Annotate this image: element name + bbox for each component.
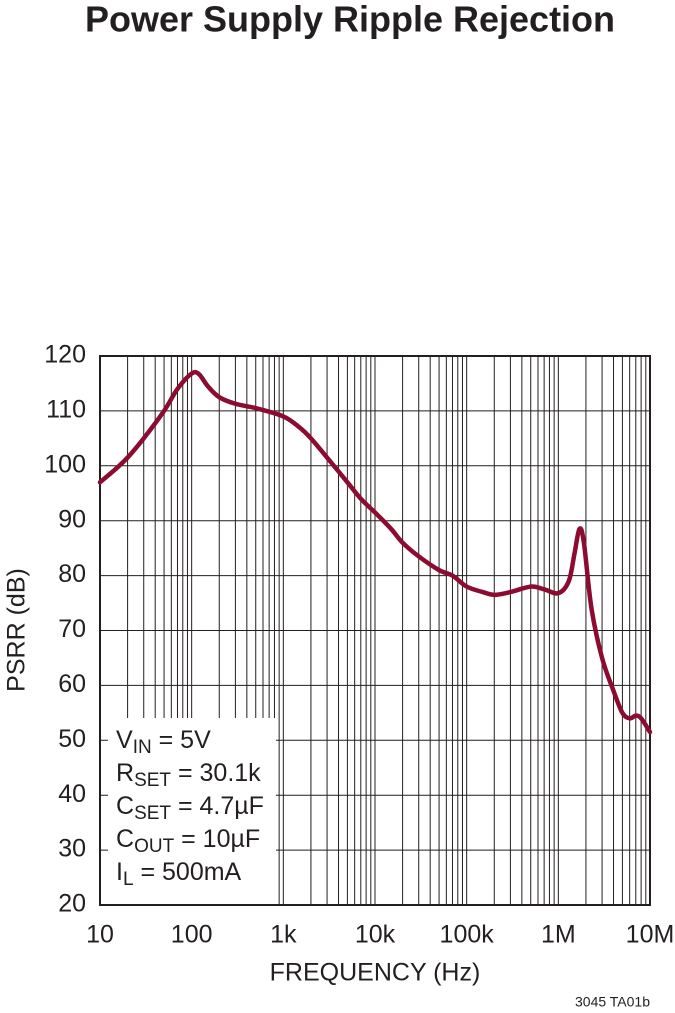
x-tick-label: 100k — [440, 921, 495, 949]
footnote: 3045 TA01b — [575, 994, 650, 1010]
annotation-sub: OUT — [134, 836, 175, 857]
annotation-sub: IN — [133, 737, 152, 758]
y-tick-label: 50 — [58, 725, 86, 753]
chart-title: Power Supply Ripple Rejection — [85, 0, 615, 40]
annotation-rest: = 5V — [152, 726, 211, 754]
y-tick-label: 80 — [58, 560, 86, 588]
annotation-main: R — [116, 759, 134, 787]
annotation-rest: = 30.1k — [171, 759, 261, 787]
x-tick-label: 10 — [86, 921, 114, 949]
annotation-main: C — [116, 792, 134, 820]
plot-frame — [99, 355, 651, 906]
y-tick-label: 30 — [58, 835, 86, 863]
annotation: IL = 500mA — [116, 858, 242, 890]
annotation: CSET = 4.7µF — [116, 792, 264, 824]
x-tick-label: 100 — [171, 921, 213, 949]
x-axis-label: FREQUENCY (Hz) — [270, 959, 481, 987]
y-axis-label: PSRR (dB) — [3, 568, 31, 692]
annotation-main: C — [116, 825, 134, 853]
line — [97, 369, 653, 735]
annotation-sub: SET — [134, 803, 171, 824]
y-tick-label: 110 — [46, 396, 86, 424]
x-tick-label: 10M — [626, 921, 675, 949]
annotation-sub: SET — [134, 770, 171, 791]
y-tick-label: 40 — [58, 780, 86, 808]
x-tick-label: 1M — [541, 921, 576, 949]
y-tick-label: 120 — [44, 341, 86, 369]
annotation-main: V — [116, 726, 133, 754]
annotation-rest: = 500mA — [134, 858, 242, 886]
annotation-rest: = 10µF — [174, 825, 260, 853]
y-tick-label: 100 — [44, 450, 86, 478]
annotation: VIN = 5V — [116, 726, 211, 758]
y-tick-label: 90 — [58, 505, 86, 533]
x-tick-label: 10k — [355, 921, 396, 949]
x-tick-label: 1k — [270, 921, 297, 949]
annotation-sub: L — [123, 869, 134, 890]
annotation: COUT = 10µF — [116, 825, 260, 857]
y-tick-label: 70 — [58, 615, 86, 643]
y-tick-label: 20 — [58, 890, 86, 918]
annotation-rest: = 4.7µF — [171, 792, 264, 820]
annotation: RSET = 30.1k — [116, 759, 261, 791]
y-tick-label: 60 — [58, 670, 86, 698]
annotation-box — [108, 718, 276, 904]
annotation-main: I — [116, 858, 123, 886]
